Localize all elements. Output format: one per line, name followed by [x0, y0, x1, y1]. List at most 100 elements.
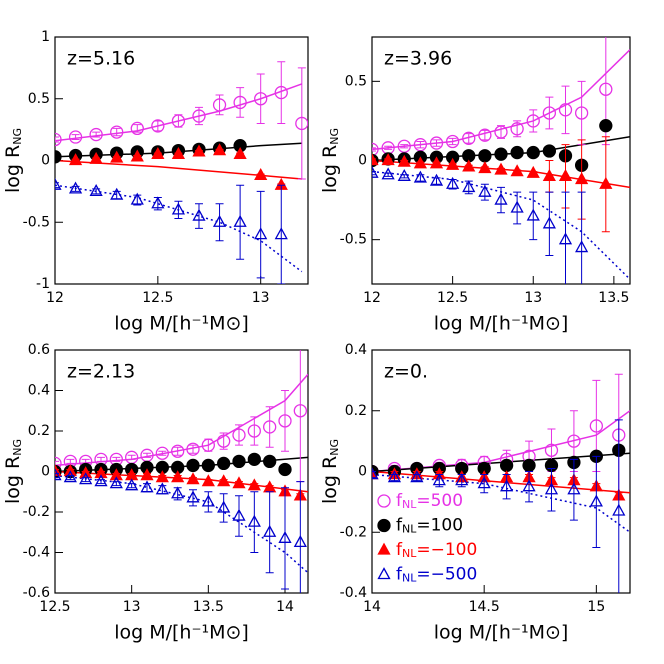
- y-tick-label: 0: [358, 153, 367, 169]
- data-point: [155, 470, 169, 483]
- data-point: [217, 456, 231, 471]
- error-bar: [143, 452, 151, 458]
- data-point: [462, 131, 476, 145]
- y-tick-label: -0.2: [340, 524, 367, 540]
- data-point: [478, 128, 492, 142]
- data-point: [186, 458, 200, 473]
- legend-label-main: f: [396, 565, 403, 585]
- error-bar: [250, 491, 259, 553]
- legend-label-rest: =100: [416, 516, 463, 536]
- y-tick-label: 0.2: [28, 423, 50, 439]
- y-tick-label: 0.2: [345, 403, 367, 419]
- data-point: [232, 428, 246, 442]
- data-point: [544, 443, 559, 457]
- annotation: z=0.: [384, 361, 428, 383]
- plot-area: [372, 37, 630, 284]
- y-tick-label: 0.4: [345, 342, 367, 358]
- y-axis-label: log RNG: [319, 128, 342, 193]
- error-bar: [235, 424, 243, 446]
- error-bar: [71, 134, 80, 141]
- data-point: [55, 468, 62, 481]
- data-point: [522, 479, 536, 492]
- y-tick-label: 0.5: [28, 91, 50, 107]
- y-tick-label: -0.5: [340, 232, 367, 248]
- data-point: [151, 146, 165, 159]
- data-point: [192, 144, 206, 157]
- data-point: [171, 486, 185, 499]
- y-axis-label: log RNG: [2, 128, 25, 193]
- y-axis-label-sub: NG: [11, 439, 24, 456]
- model-curve: [55, 142, 302, 158]
- error-bar: [513, 120, 522, 138]
- error-bar: [545, 96, 554, 130]
- error-bar: [297, 67, 306, 180]
- data-point: [575, 172, 589, 185]
- data-point: [413, 138, 428, 152]
- data-point: [171, 470, 185, 483]
- annotation: z=3.96: [384, 48, 452, 70]
- data-point: [233, 146, 247, 159]
- data-point: [567, 482, 581, 495]
- error-bar: [502, 474, 511, 500]
- data-point: [599, 176, 613, 189]
- data-point: [372, 467, 379, 480]
- error-bar: [416, 141, 425, 149]
- data-point: [68, 181, 83, 194]
- data-point: [110, 125, 124, 139]
- data-point: [151, 119, 165, 133]
- panel: 12 12.5 13 -1 -0.5 0 0.5 1 log M/[h⁻¹M⊙] log RNG z…: [2, 29, 309, 335]
- legend-label: fNL=500: [396, 491, 463, 511]
- x-tick-label: 13: [524, 290, 542, 306]
- legend-label-main: f: [396, 491, 403, 511]
- x-tick-label: 14: [363, 599, 381, 615]
- legend-label-rest: =500: [416, 491, 463, 511]
- data-point: [293, 535, 307, 548]
- data-point: [186, 472, 200, 485]
- data-point: [192, 109, 206, 123]
- data-point: [381, 167, 395, 180]
- y-axis-label-sub: NG: [328, 439, 341, 456]
- y-axis-label-main: log R: [319, 145, 341, 193]
- data-point: [558, 168, 573, 181]
- data-point: [429, 156, 444, 169]
- data-point: [397, 154, 411, 167]
- data-point: [55, 177, 62, 190]
- data-point: [494, 147, 508, 161]
- data-point: [526, 165, 540, 178]
- y-tick-label: 0.6: [28, 342, 50, 358]
- data-point: [171, 146, 186, 159]
- error-bar: [432, 177, 441, 185]
- error-bar: [592, 455, 601, 548]
- data-point: [387, 470, 402, 483]
- data-point: [381, 153, 395, 166]
- error-bar: [432, 139, 441, 147]
- data-point: [397, 139, 411, 153]
- legend-marker: [377, 567, 391, 580]
- error-bar: [561, 85, 570, 135]
- data-point: [247, 478, 261, 491]
- error-bar: [412, 474, 421, 482]
- data-point: [413, 156, 427, 169]
- data-point: [599, 119, 613, 133]
- y-tick-label: 1: [41, 29, 50, 45]
- model-curve: [55, 83, 303, 142]
- y-axis-label: log RNG: [319, 439, 342, 504]
- x-axis-label: log M/[h⁻¹M⊙]: [114, 313, 249, 335]
- error-bar: [577, 191, 586, 284]
- data-point: [63, 470, 77, 483]
- error-bar: [390, 474, 399, 482]
- data-point: [599, 82, 613, 96]
- data-point: [413, 170, 427, 183]
- data-point: [79, 472, 93, 485]
- error-bar: [158, 450, 167, 456]
- panel: 12.5 13 13.5 14 -0.6 -0.4 -0.2 0 0.2 0.4 0.6 log M/…: [2, 342, 309, 644]
- y-tick-label: -0.6: [23, 585, 50, 601]
- data-point: [429, 136, 444, 150]
- data-point: [94, 474, 108, 487]
- panel: 14 14.5 15 -0.4 -0.2 0 0.2 0.4 log M/[h⁻¹M⊙] log …: [319, 342, 631, 644]
- plot-area: [372, 373, 630, 593]
- data-point: [510, 145, 524, 160]
- data-point: [217, 434, 231, 448]
- y-tick-label: 0: [41, 464, 50, 480]
- error-bar: [372, 471, 376, 479]
